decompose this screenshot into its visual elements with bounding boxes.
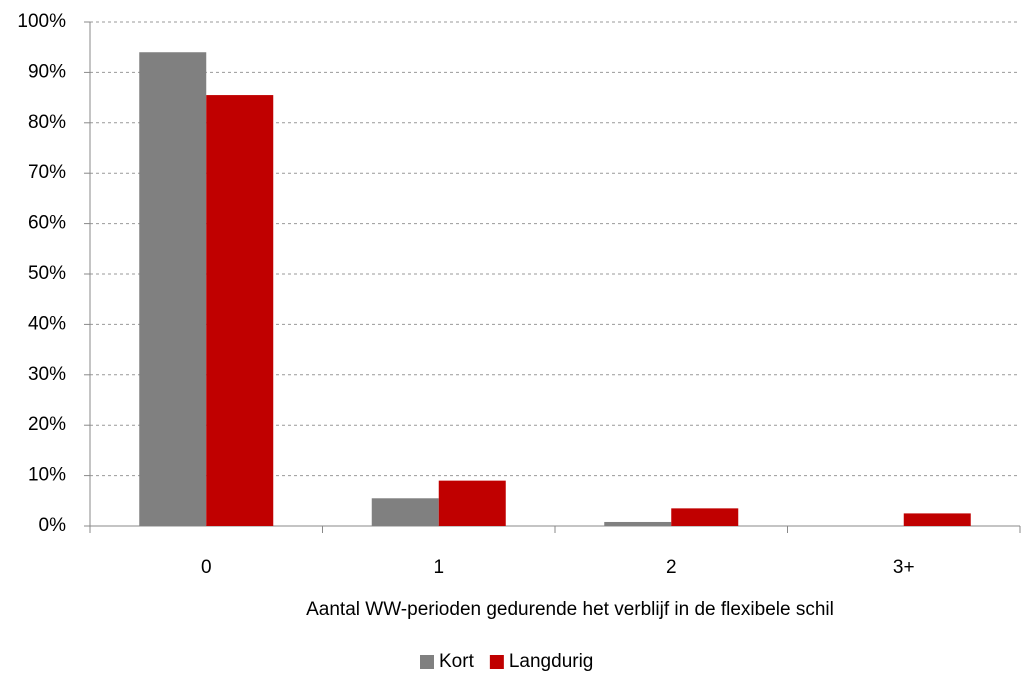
bar [139,52,207,527]
y-tick-label: 30% [28,364,66,385]
x-tick-label: 1 [433,557,444,578]
x-axis-label: Aantal WW-perioden gedurende het verblij… [306,599,834,620]
y-tick-label: 60% [28,213,66,234]
bar [438,480,506,526]
y-tick-label: 70% [28,162,66,183]
legend-label: Kort [439,651,475,672]
legend-label: Langdurig [509,651,594,672]
x-tick-label: 0 [201,557,212,578]
y-tick-label: 0% [39,515,67,536]
y-tick-label: 50% [28,263,66,284]
y-tick-label: 10% [28,465,66,486]
x-tick-label: 3+ [893,557,915,578]
y-tick-label: 100% [17,11,66,32]
bar [671,508,739,526]
bar [371,498,439,526]
y-tick-label: 90% [28,61,66,82]
bar [206,95,274,526]
y-tick-label: 80% [28,112,66,133]
y-tick-label: 40% [28,313,66,334]
legend-swatch [420,655,434,669]
bar [903,513,971,526]
bar [604,521,672,526]
x-tick-label: 2 [666,557,677,578]
legend-swatch [489,655,504,669]
y-tick-label: 20% [28,414,66,435]
